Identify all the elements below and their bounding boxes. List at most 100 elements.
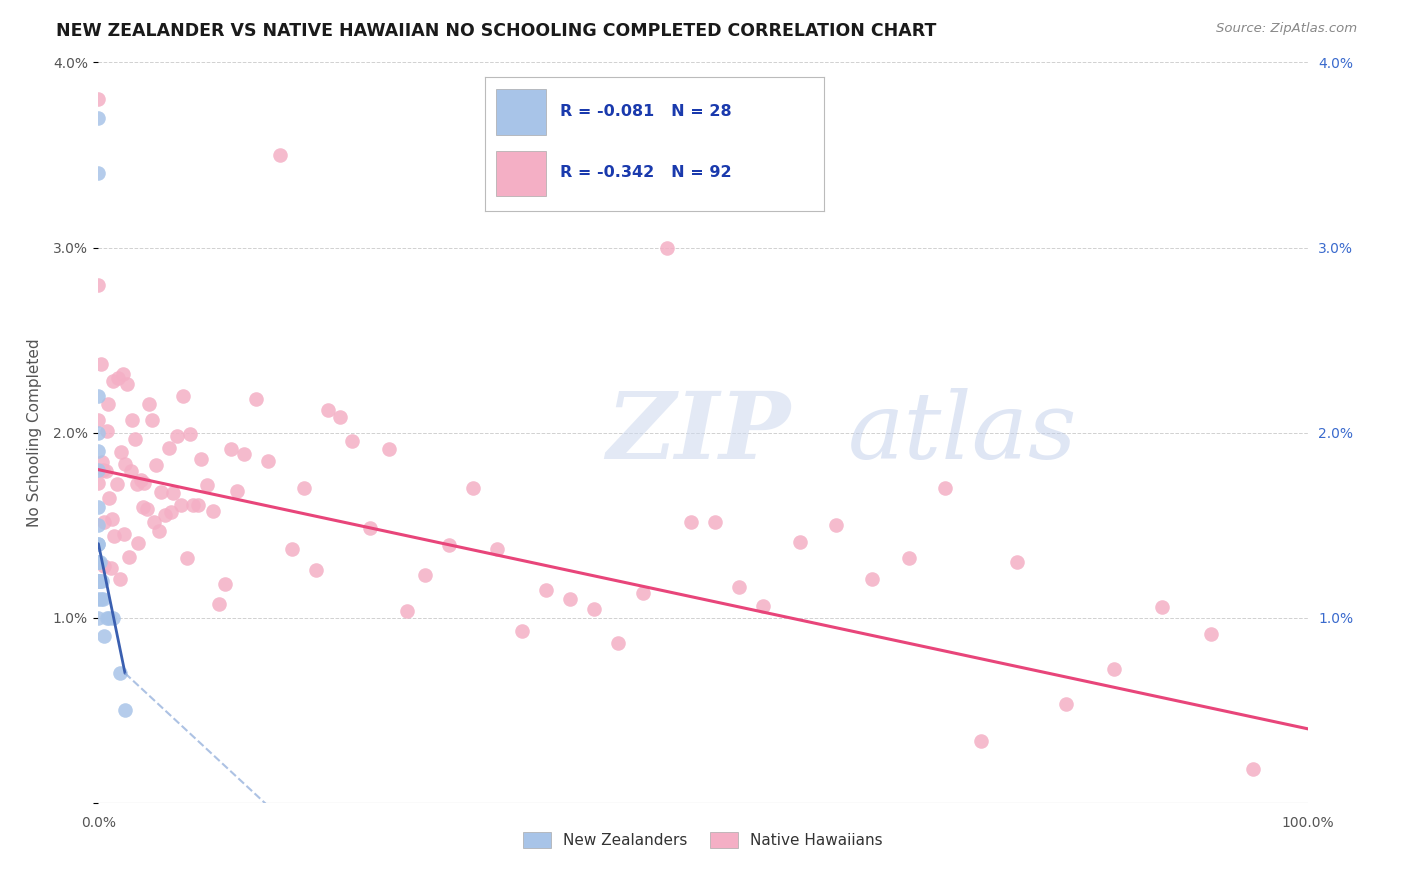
Point bbox=[107, 370, 129, 384]
Point bbox=[655, 240, 678, 255]
Point bbox=[179, 426, 201, 441]
Point bbox=[281, 542, 304, 557]
Point bbox=[1007, 555, 1029, 569]
Point bbox=[1054, 698, 1077, 712]
Point bbox=[117, 377, 139, 392]
Point bbox=[91, 592, 114, 607]
Point bbox=[110, 444, 132, 458]
Point bbox=[108, 666, 131, 681]
Point bbox=[118, 549, 141, 564]
Point bbox=[486, 542, 509, 557]
Point bbox=[150, 485, 173, 500]
Point bbox=[87, 536, 110, 550]
Point bbox=[114, 457, 136, 471]
Point bbox=[148, 524, 170, 538]
Point bbox=[342, 434, 364, 448]
Point bbox=[157, 441, 180, 455]
Point bbox=[141, 413, 163, 427]
Point bbox=[1152, 600, 1174, 615]
Point bbox=[96, 610, 118, 624]
Point bbox=[558, 591, 581, 606]
Point bbox=[607, 636, 630, 650]
Point bbox=[305, 563, 328, 577]
Point bbox=[87, 413, 110, 427]
Point bbox=[87, 277, 110, 292]
Point bbox=[87, 462, 110, 476]
Point bbox=[970, 733, 993, 747]
Point bbox=[87, 574, 110, 588]
Text: atlas: atlas bbox=[848, 388, 1077, 477]
Point bbox=[96, 425, 118, 439]
Point bbox=[112, 527, 135, 541]
Point bbox=[87, 574, 110, 588]
Point bbox=[87, 111, 110, 125]
Point bbox=[463, 481, 485, 495]
Point bbox=[1199, 627, 1222, 641]
Point bbox=[208, 597, 231, 611]
Point bbox=[269, 148, 291, 162]
Point bbox=[87, 166, 110, 180]
Point bbox=[87, 536, 110, 550]
Point bbox=[89, 574, 111, 588]
Text: Source: ZipAtlas.com: Source: ZipAtlas.com bbox=[1216, 22, 1357, 36]
Point bbox=[360, 521, 382, 535]
Point bbox=[90, 357, 112, 371]
Point bbox=[87, 610, 110, 624]
Point bbox=[114, 703, 136, 717]
Point bbox=[166, 429, 188, 443]
Point bbox=[94, 464, 117, 478]
Point bbox=[135, 501, 157, 516]
Point bbox=[413, 567, 436, 582]
Point bbox=[202, 503, 225, 517]
Point bbox=[127, 477, 149, 491]
Point bbox=[1241, 762, 1264, 776]
Point bbox=[256, 454, 278, 468]
Point bbox=[127, 536, 149, 550]
Point bbox=[232, 447, 254, 461]
Point bbox=[120, 464, 142, 478]
Point bbox=[728, 580, 751, 594]
Point bbox=[93, 515, 115, 529]
Point bbox=[98, 491, 121, 505]
Point bbox=[169, 498, 191, 512]
Point bbox=[129, 473, 152, 487]
Point bbox=[195, 478, 218, 492]
Point bbox=[172, 388, 194, 402]
Point bbox=[153, 508, 176, 522]
Point bbox=[704, 515, 727, 529]
Point bbox=[510, 624, 533, 639]
Point bbox=[91, 463, 114, 477]
Point bbox=[87, 555, 110, 569]
Text: ZIP: ZIP bbox=[606, 388, 790, 477]
Point bbox=[87, 592, 110, 607]
Point bbox=[98, 610, 121, 624]
Point bbox=[329, 410, 352, 425]
Point bbox=[91, 574, 114, 588]
Point bbox=[245, 392, 267, 406]
Point bbox=[87, 389, 110, 403]
Point bbox=[138, 397, 160, 411]
Point bbox=[121, 413, 143, 427]
Text: NEW ZEALANDER VS NATIVE HAWAIIAN NO SCHOOLING COMPLETED CORRELATION CHART: NEW ZEALANDER VS NATIVE HAWAIIAN NO SCHO… bbox=[56, 22, 936, 40]
Point bbox=[226, 483, 249, 498]
Point bbox=[437, 538, 460, 552]
Point bbox=[91, 455, 114, 469]
Point bbox=[93, 558, 115, 573]
Point bbox=[111, 368, 134, 382]
Point bbox=[90, 592, 112, 607]
Point bbox=[145, 458, 167, 472]
Point bbox=[101, 375, 124, 389]
Point bbox=[143, 515, 166, 529]
Point bbox=[316, 403, 339, 417]
Point bbox=[292, 482, 315, 496]
Point bbox=[103, 529, 125, 543]
Point bbox=[100, 561, 122, 575]
Point bbox=[89, 574, 111, 588]
Legend: New Zealanders, Native Hawaiians: New Zealanders, Native Hawaiians bbox=[517, 826, 889, 855]
Point bbox=[160, 505, 183, 519]
Point bbox=[134, 476, 156, 491]
Point bbox=[97, 397, 120, 411]
Point bbox=[377, 442, 399, 457]
Point bbox=[214, 577, 236, 591]
Point bbox=[395, 603, 418, 617]
